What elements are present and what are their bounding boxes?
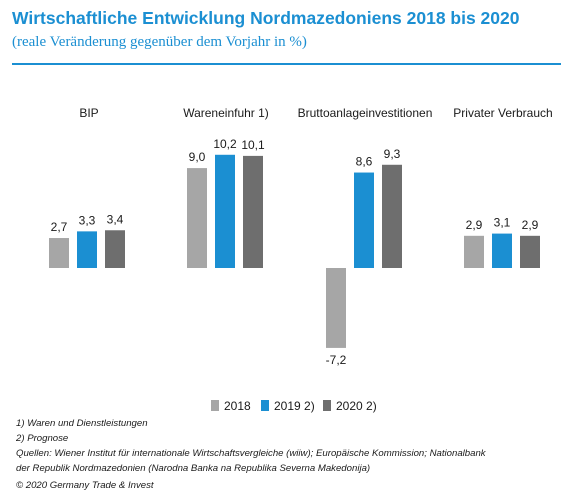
legend-swatch-1	[261, 400, 269, 411]
data-label-0-0: 2,7	[51, 220, 68, 234]
data-label-2-3: 2,9	[522, 218, 539, 232]
sources-line-1: Quellen: Wiener Institut für internation…	[16, 448, 486, 459]
bar-0-0	[49, 238, 69, 268]
category-label-3: Privater Verbrauch	[453, 106, 552, 120]
category-label-2: Bruttoanlageinvestitionen	[298, 106, 433, 120]
chart-title: Wirtschaftliche Entwicklung Nordmazedoni…	[12, 8, 520, 28]
data-label-1-0: 3,3	[79, 213, 96, 227]
category-label-0: BIP	[79, 106, 98, 120]
bar-2-2	[382, 164, 402, 268]
data-label-2-1: 10,1	[241, 138, 265, 152]
data-label-1-2: 8,6	[356, 155, 373, 169]
bar-0-2	[326, 268, 346, 348]
data-label-2-0: 3,4	[107, 212, 124, 226]
legend-label-2: 2020 2)	[336, 399, 377, 413]
footnote-2: 2) Prognose	[16, 433, 69, 444]
bar-0-1	[187, 168, 207, 268]
sources-line-2: der Republik Nordmazedonien (Narodna Ban…	[16, 463, 371, 474]
chart-subtitle: (reale Veränderung gegenüber dem Vorjahr…	[12, 34, 307, 50]
data-label-0-2: -7,2	[326, 353, 347, 367]
data-label-1-1: 10,2	[213, 137, 237, 151]
bar-1-3	[492, 233, 512, 268]
legend-swatch-2	[323, 400, 331, 411]
legend-swatch-0	[211, 400, 219, 411]
title-divider	[12, 63, 561, 65]
legend-label-1: 2019 2)	[274, 399, 315, 413]
bar-2-1	[243, 155, 263, 268]
bar-2-3	[520, 235, 540, 268]
bar-1-2	[354, 172, 374, 268]
data-label-2-2: 9,3	[384, 147, 401, 161]
category-label-1: Wareneinfuhr 1)	[183, 106, 269, 120]
copyright: © 2020 Germany Trade & Invest	[16, 480, 154, 491]
bar-chart: BIP Wareneinfuhr 1) Bruttoanlageinvestitio…	[49, 106, 553, 413]
data-label-0-3: 2,9	[466, 218, 483, 232]
bar-1-0	[77, 231, 97, 268]
data-label-0-1: 9,0	[189, 150, 206, 164]
legend-label-0: 2018	[224, 399, 251, 413]
footnote-1: 1) Waren und Dienstleistungen	[16, 418, 148, 429]
bar-1-1	[215, 154, 235, 268]
bar-0-3	[464, 235, 484, 268]
bar-2-0	[105, 230, 125, 268]
data-label-1-3: 3,1	[494, 216, 511, 230]
